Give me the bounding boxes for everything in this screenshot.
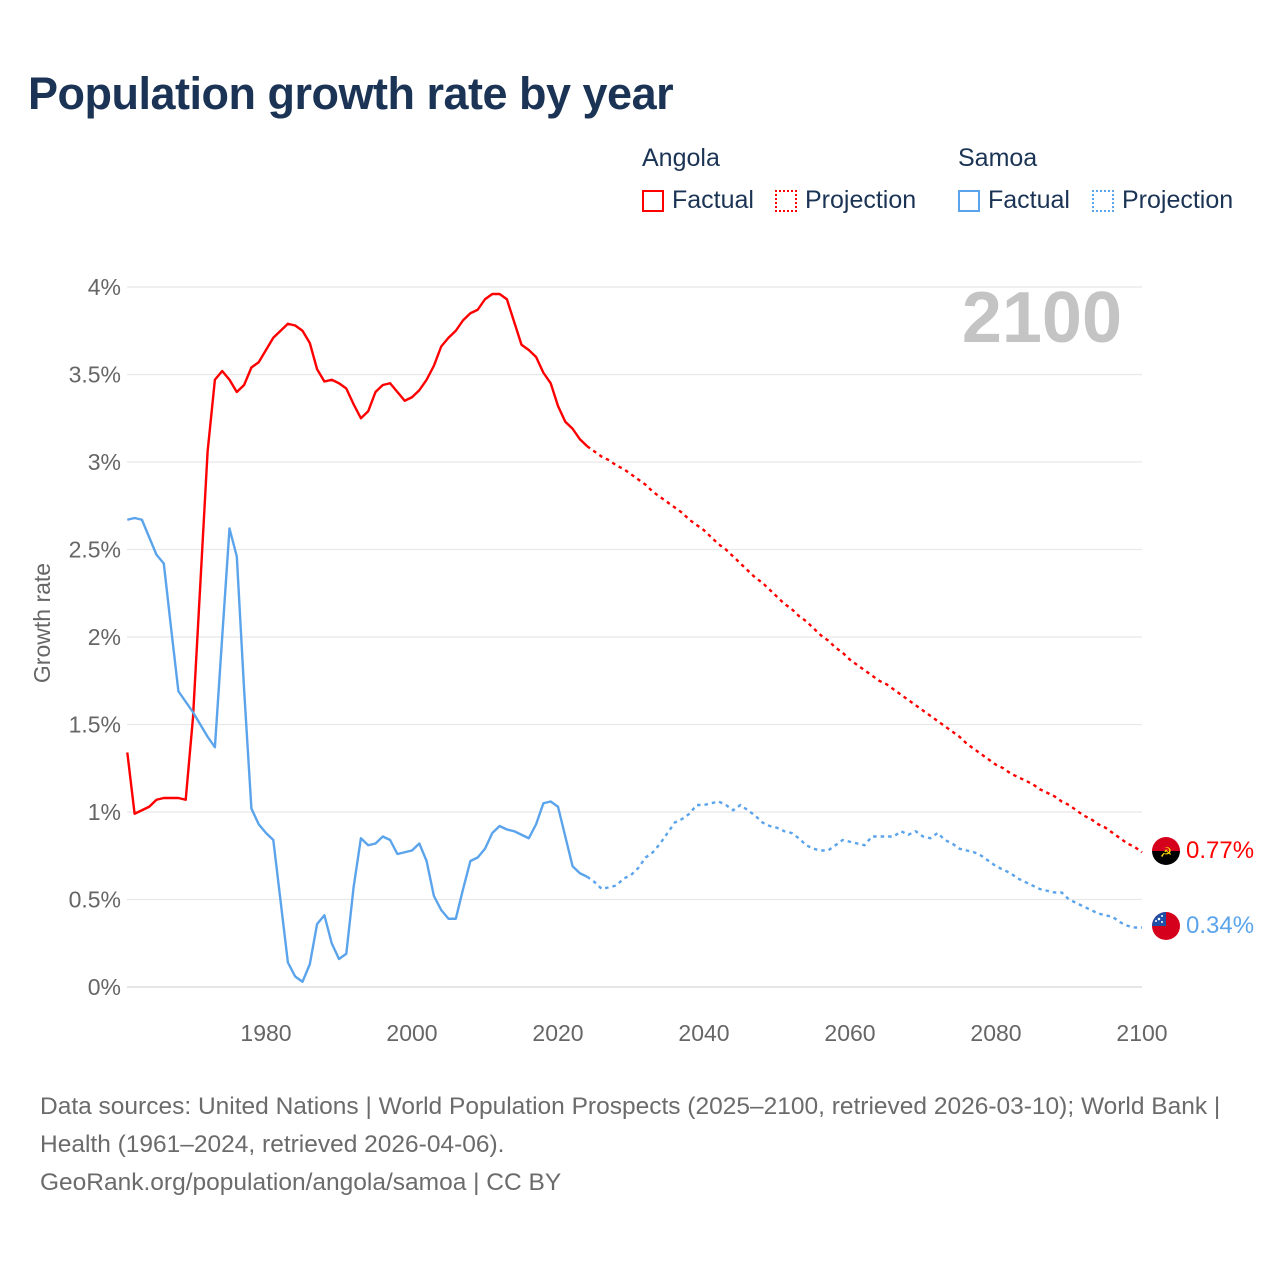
legend-label: Factual	[988, 186, 1070, 214]
credit-link[interactable]: GeoRank.org/population/angola/samoa | CC…	[40, 1169, 562, 1196]
svg-text:☭: ☭	[1160, 845, 1173, 861]
y-tick-label: 3.5%	[69, 362, 121, 388]
legend-label: Projection	[1122, 186, 1234, 214]
y-tick-label: 2%	[88, 624, 121, 650]
data-sources: Data sources: United Nations | World Pop…	[40, 1093, 1221, 1158]
legend-angola-projection[interactable]: Projection	[775, 186, 916, 215]
legend-group-samoa: Samoa	[958, 144, 1038, 172]
y-tick-label: 3%	[88, 449, 121, 475]
legend-samoa-factual[interactable]: Factual	[958, 186, 1070, 215]
y-tick-label: 1.5%	[69, 712, 121, 738]
x-tick-label: 2040	[678, 1020, 729, 1046]
x-tick-label: 2060	[824, 1020, 875, 1046]
samoa-factual-line	[127, 516, 588, 983]
angola-end-label: 0.77%	[1186, 837, 1254, 864]
year-overlay: 2100	[962, 278, 1122, 358]
x-tick-label: 2100	[1116, 1020, 1167, 1046]
dotted-swatch-icon	[1092, 189, 1114, 212]
y-tick-label: 1%	[88, 799, 121, 825]
y-tick-label: 4%	[88, 274, 121, 300]
page-title: Population growth rate by year	[28, 68, 674, 119]
y-tick-label: 2.5%	[69, 537, 121, 563]
legend-label: Projection	[805, 186, 917, 214]
samoa-projection-line	[586, 800, 1142, 929]
x-tick-label: 2080	[970, 1020, 1021, 1046]
solid-swatch-icon	[642, 189, 664, 212]
legend-angola-factual[interactable]: Factual	[642, 186, 754, 215]
solid-swatch-icon	[958, 189, 980, 212]
dotted-swatch-icon	[775, 189, 797, 212]
legend-group-angola: Angola	[642, 144, 720, 172]
y-tick-label: 0%	[88, 974, 121, 1000]
angola-projection-line	[586, 445, 1143, 854]
y-axis-label: Growth rate	[29, 563, 55, 683]
x-tick-label: 1980	[240, 1020, 291, 1046]
footer: Data sources: United Nations | World Pop…	[40, 1088, 1240, 1202]
series-lines	[126, 292, 1143, 983]
grid: 0% 0.5% 1% 1.5% 2% 2.5% 3% 3.5% 4% 1980 2000 2020 20…	[69, 274, 1168, 1046]
angola-factual-line	[126, 292, 589, 815]
legend-label: Factual	[672, 186, 754, 214]
angola-flag-icon: ☭	[1152, 837, 1180, 865]
legend-samoa-projection[interactable]: Projection	[1092, 186, 1233, 215]
x-tick-label: 2000	[386, 1020, 437, 1046]
samoa-end-label: 0.34%	[1186, 912, 1254, 939]
samoa-flag-icon	[1152, 912, 1180, 940]
x-tick-label: 2020	[532, 1020, 583, 1046]
y-tick-label: 0.5%	[69, 887, 121, 913]
